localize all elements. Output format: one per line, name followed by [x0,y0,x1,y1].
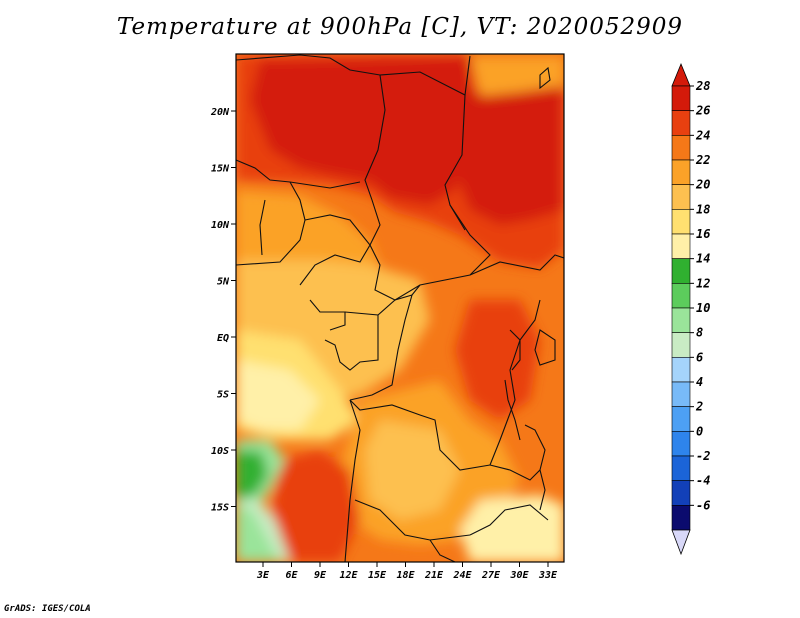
colorbar-top-arrow [671,62,691,87]
colorbar-label: 22 [695,153,710,167]
lat-tick-label: 5N [217,277,230,288]
lat-tick-label: 15N [211,164,230,175]
colorbar-swatch [671,381,691,407]
lon-tick-label: 6E [285,570,298,581]
colorbar-label: 12 [696,276,710,290]
colorbar-swatch [671,85,691,111]
lat-tick-label: 10N [211,220,230,231]
colorbar-label: 16 [696,227,710,241]
colorbar-swatch [671,455,691,481]
colorbar-label: 18 [696,202,710,216]
colorbar-swatch [671,258,691,284]
colorbar-swatch [671,209,691,235]
lon-tick-label: 15E [368,570,387,581]
longitude-axis: 3E 6E 9E 12E 15E 18E 21E 24E 27E 30E 33E [256,562,558,581]
colorbar-label: 4 [696,375,703,389]
lat-tick-label: 15S [211,503,229,514]
colorbar-label: 28 [695,79,710,93]
colorbar-swatch [671,184,691,210]
lat-tick-label: 5S [217,390,229,401]
colorbar-swatch [671,332,691,358]
lon-tick-label: 27E [481,570,501,581]
colorbar-swatch [671,357,691,383]
colorbar-swatch [671,406,691,432]
colorbar-label: 24 [695,128,710,142]
lon-tick-label: 9E [314,570,327,581]
colorbar-swatch [671,110,691,136]
lon-tick-label: 33E [538,570,558,581]
colorbar-label: 8 [696,326,703,340]
lon-tick-label: 12E [339,570,358,581]
country-borders [236,54,564,562]
colorbar-swatch [671,135,691,161]
colorbar-label: -4 [696,474,710,488]
colorbar-label: 14 [696,252,710,266]
colorbar-label: 2 [695,400,703,414]
lat-tick-label: 20N [210,107,230,118]
colorbar-swatch [671,480,691,506]
lon-tick-label: 21E [424,570,444,581]
colorbar-label: 10 [696,301,710,315]
colorbar-label: 6 [696,350,703,364]
map-title: Temperature at 900hPa [C], VT: 202005290… [116,14,684,40]
colorbar-label: -2 [696,449,710,463]
colorbar-swatch [671,307,691,333]
colorbar-swatch [671,233,691,259]
lon-tick-label: 3E [256,570,270,581]
colorbar-swatch [671,283,691,309]
colorbar-swatch [671,505,691,531]
lon-tick-label: 24E [452,570,472,581]
colorbar-swatch [671,431,691,457]
latitude-axis: 20N 15N 10N 5N EQ 5S 10S 15S [210,107,236,514]
lat-tick-label: EQ [217,333,229,344]
temperature-field [236,54,564,562]
colorbar-bottom-arrow [671,529,691,556]
colorbar-label: 20 [695,178,710,192]
colorbar-label: 26 [695,104,710,118]
map-frame [235,53,565,563]
colorbar-swatch [671,159,691,185]
grads-credit: GrADS: IGES/COLA [4,604,91,614]
lon-tick-label: 30E [509,570,529,581]
lon-tick-label: 18E [396,570,415,581]
colorbar-label: -6 [696,498,710,512]
colorbar-label: 0 [696,424,703,438]
lat-tick-label: 10S [211,446,229,457]
